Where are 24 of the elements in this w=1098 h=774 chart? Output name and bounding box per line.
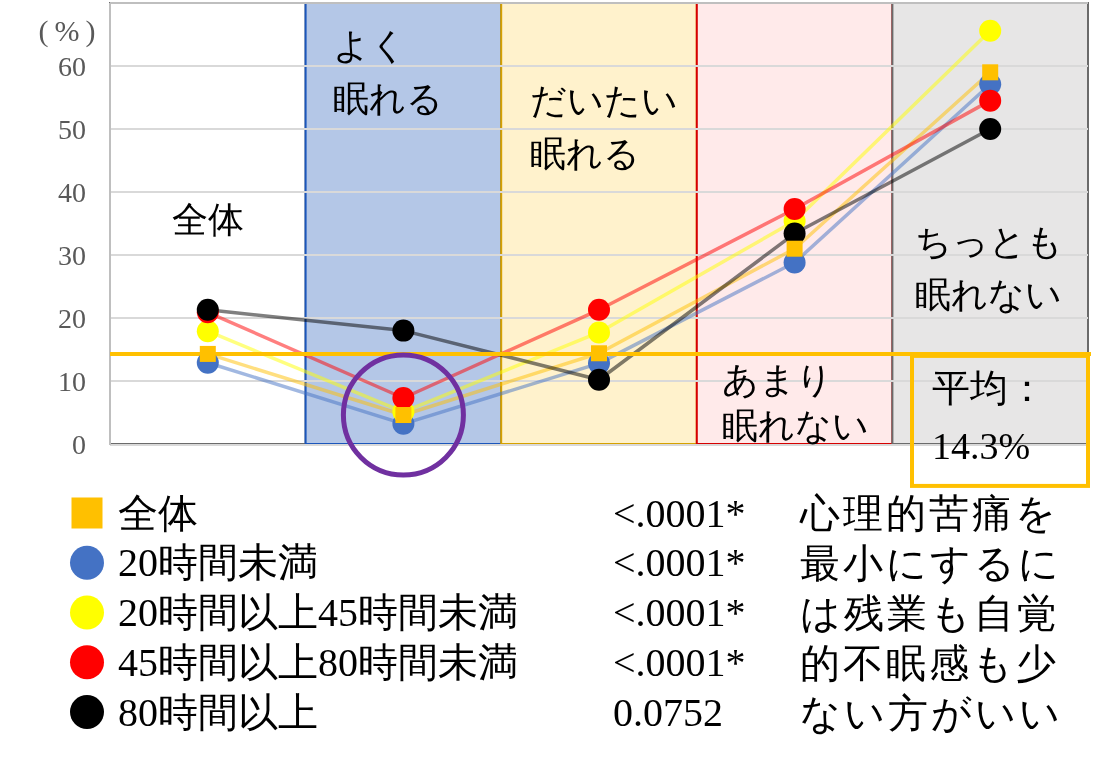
y-tick-label: 50 [58,113,86,145]
category-label: よく眠れる [333,24,443,119]
category-label: あまり眠れない [722,358,870,446]
category-label: だいたい眠れる [529,79,678,174]
y-tick-label: 30 [58,239,86,271]
note: 心理的苦痛を最小にするには残業も自覚的不眠感も少ない方がいい [800,489,1064,738]
legend-label: 20時間未満 [118,540,318,586]
p-value: <.0001* [613,540,746,586]
p-value: <.0001* [613,639,746,685]
legend-label: 全体 [118,490,198,536]
legend-label: 80時間以上 [118,689,318,735]
legend-label: 45時間以上80時間未満 [118,639,518,685]
legend-label: 20時間以上45時間未満 [118,590,518,635]
y-tick-label: 60 [58,50,86,82]
category-label: 全体 [171,198,244,240]
y-tick-label: 20 [58,302,86,334]
y-tick-label: 0 [72,428,86,460]
p-value: <.0001* [613,490,746,536]
y-tick-label: 10 [58,365,86,397]
category-label: ちっとも眠れない [914,220,1063,315]
y-tick-label: 40 [58,176,86,208]
p-value: 0.0752 [613,689,723,735]
p-value: <.0001* [613,590,746,635]
y-axis-title: (%) [38,13,102,48]
